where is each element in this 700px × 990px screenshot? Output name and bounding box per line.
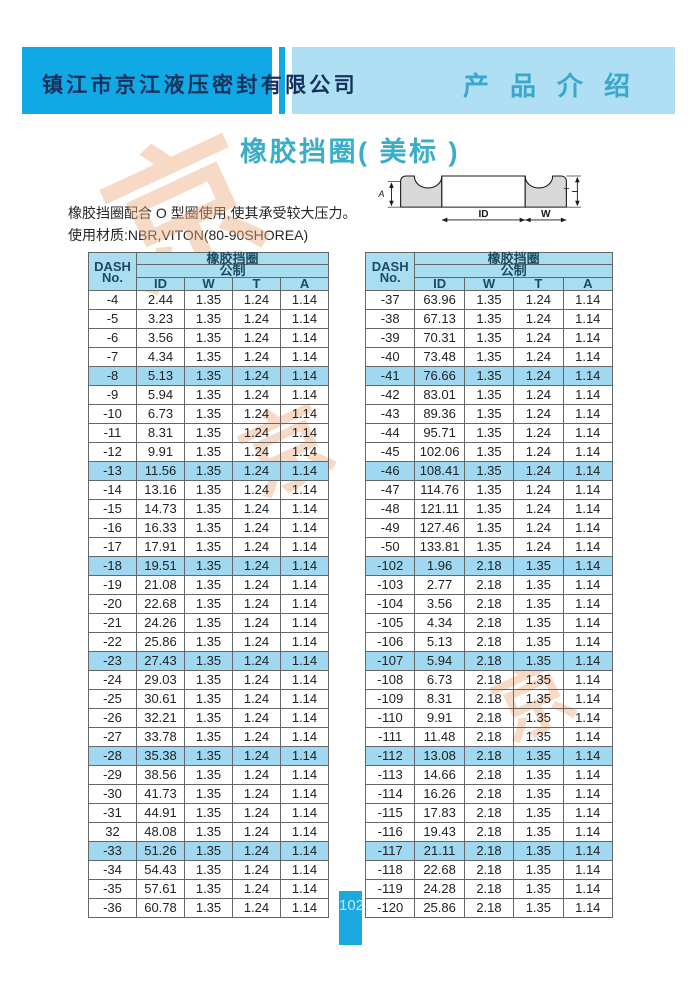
- svg-text:A: A: [377, 189, 384, 199]
- svg-text:T: T: [564, 186, 570, 196]
- svg-text:ID: ID: [478, 209, 488, 220]
- svg-text:W: W: [541, 209, 551, 220]
